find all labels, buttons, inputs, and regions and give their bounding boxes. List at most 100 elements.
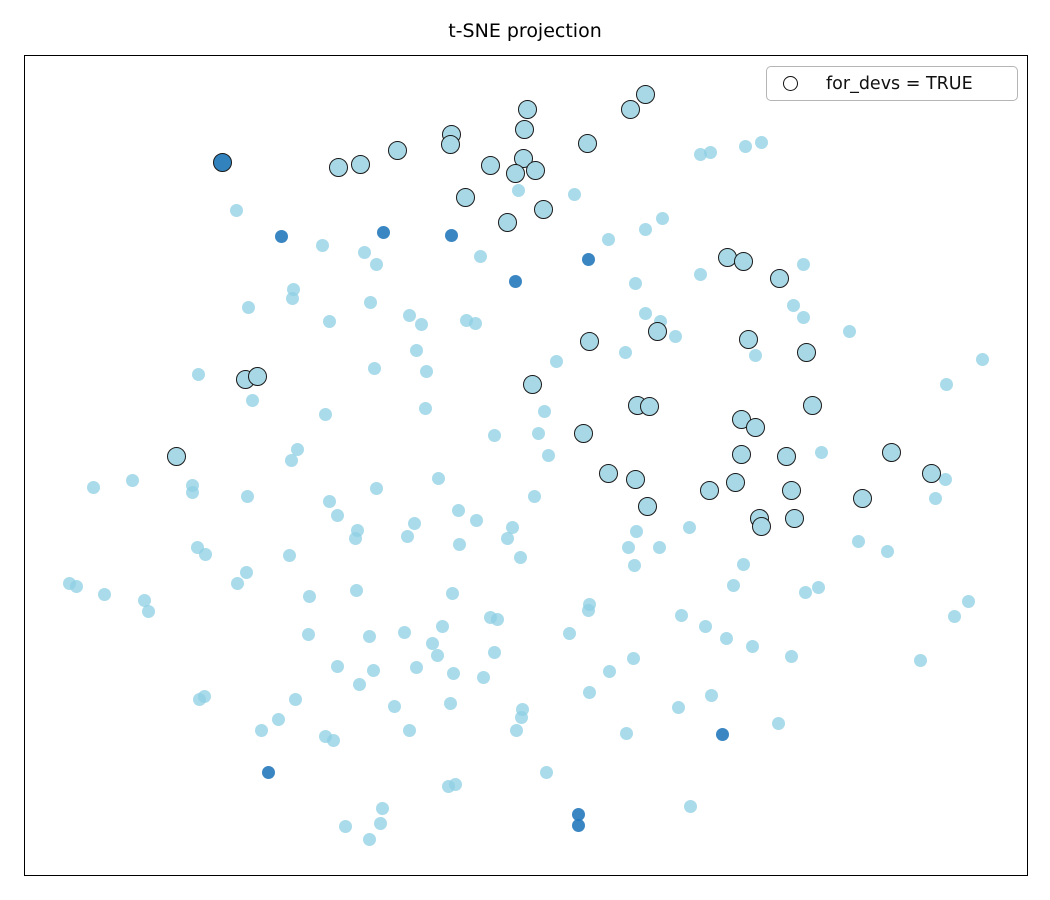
base-point bbox=[387, 699, 401, 713]
base-point bbox=[738, 139, 752, 153]
base-point bbox=[928, 491, 942, 505]
base-point bbox=[602, 664, 616, 678]
base-point bbox=[375, 801, 389, 815]
base-point bbox=[626, 651, 640, 665]
base-point bbox=[452, 537, 466, 551]
highlight-dark-point bbox=[571, 818, 585, 832]
base-point bbox=[671, 700, 685, 714]
base-point bbox=[581, 603, 595, 617]
base-point bbox=[315, 238, 329, 252]
for-devs-true-point bbox=[579, 331, 599, 351]
base-point bbox=[627, 558, 641, 572]
base-point bbox=[419, 364, 433, 378]
base-point bbox=[373, 816, 387, 830]
base-point bbox=[402, 308, 416, 322]
base-point bbox=[409, 660, 423, 674]
base-point bbox=[549, 354, 563, 368]
base-point bbox=[798, 585, 812, 599]
for-devs-true-point bbox=[533, 199, 553, 219]
for-devs-true-point bbox=[505, 163, 525, 183]
for-devs-true-point bbox=[497, 212, 517, 232]
for-devs-true-dark-point bbox=[212, 152, 232, 172]
base-point bbox=[683, 799, 697, 813]
base-point bbox=[786, 298, 800, 312]
for-devs-true-point bbox=[598, 463, 618, 483]
base-point bbox=[880, 544, 894, 558]
base-point bbox=[241, 300, 255, 314]
base-point bbox=[239, 565, 253, 579]
base-point bbox=[500, 531, 514, 545]
plot-area bbox=[24, 55, 1028, 876]
base-point bbox=[539, 765, 553, 779]
base-point bbox=[531, 426, 545, 440]
for-devs-true-point bbox=[738, 329, 758, 349]
highlight-dark-point bbox=[571, 807, 585, 821]
base-point bbox=[318, 407, 332, 421]
for-devs-true-point bbox=[350, 154, 370, 174]
base-point bbox=[618, 345, 632, 359]
base-point bbox=[652, 540, 666, 554]
for-devs-true-point bbox=[625, 469, 645, 489]
base-point bbox=[505, 520, 519, 534]
base-point bbox=[414, 317, 428, 331]
legend-label: for_devs = TRUE bbox=[826, 73, 973, 94]
base-point bbox=[362, 832, 376, 846]
base-point bbox=[254, 723, 268, 737]
for-devs-true-point bbox=[328, 157, 348, 177]
base-point bbox=[369, 481, 383, 495]
for-devs-true-point bbox=[921, 463, 941, 483]
for-devs-true-point bbox=[647, 321, 667, 341]
base-point bbox=[754, 135, 768, 149]
highlight-dark-point bbox=[274, 229, 288, 243]
base-point bbox=[851, 534, 865, 548]
base-point bbox=[431, 471, 445, 485]
base-point bbox=[322, 314, 336, 328]
for-devs-true-point bbox=[699, 480, 719, 500]
base-point bbox=[230, 576, 244, 590]
base-point bbox=[348, 531, 362, 545]
for-devs-true-point bbox=[725, 472, 745, 492]
base-point bbox=[703, 145, 717, 159]
base-point bbox=[185, 485, 199, 499]
base-point bbox=[562, 626, 576, 640]
base-point bbox=[541, 448, 555, 462]
highlight-dark-point bbox=[508, 274, 522, 288]
base-point bbox=[771, 716, 785, 730]
for-devs-true-point bbox=[639, 396, 659, 416]
base-point bbox=[97, 587, 111, 601]
base-point bbox=[435, 619, 449, 633]
highlight-dark-point bbox=[376, 225, 390, 239]
for-devs-true-point bbox=[635, 84, 655, 104]
base-point bbox=[430, 648, 444, 662]
base-point bbox=[137, 593, 151, 607]
base-point bbox=[451, 503, 465, 517]
for-devs-true-point bbox=[247, 366, 267, 386]
base-point bbox=[704, 688, 718, 702]
for-devs-true-point bbox=[573, 423, 593, 443]
base-point bbox=[567, 187, 581, 201]
base-point bbox=[698, 619, 712, 633]
base-point bbox=[490, 612, 504, 626]
base-point bbox=[445, 586, 459, 600]
for-devs-true-point bbox=[440, 134, 460, 154]
base-point bbox=[913, 653, 927, 667]
base-point bbox=[363, 295, 377, 309]
base-point bbox=[473, 249, 487, 263]
base-point bbox=[285, 291, 299, 305]
base-point bbox=[240, 489, 254, 503]
for-devs-true-point bbox=[525, 160, 545, 180]
base-point bbox=[487, 645, 501, 659]
base-point bbox=[961, 594, 975, 608]
for-devs-true-point bbox=[781, 480, 801, 500]
base-point bbox=[352, 677, 366, 691]
base-point bbox=[301, 627, 315, 641]
for-devs-true-point bbox=[802, 395, 822, 415]
base-point bbox=[726, 578, 740, 592]
base-point bbox=[582, 685, 596, 699]
base-point bbox=[811, 580, 825, 594]
base-point bbox=[357, 245, 371, 259]
for-devs-true-point bbox=[577, 133, 597, 153]
base-point bbox=[282, 548, 296, 562]
base-point bbox=[682, 520, 696, 534]
